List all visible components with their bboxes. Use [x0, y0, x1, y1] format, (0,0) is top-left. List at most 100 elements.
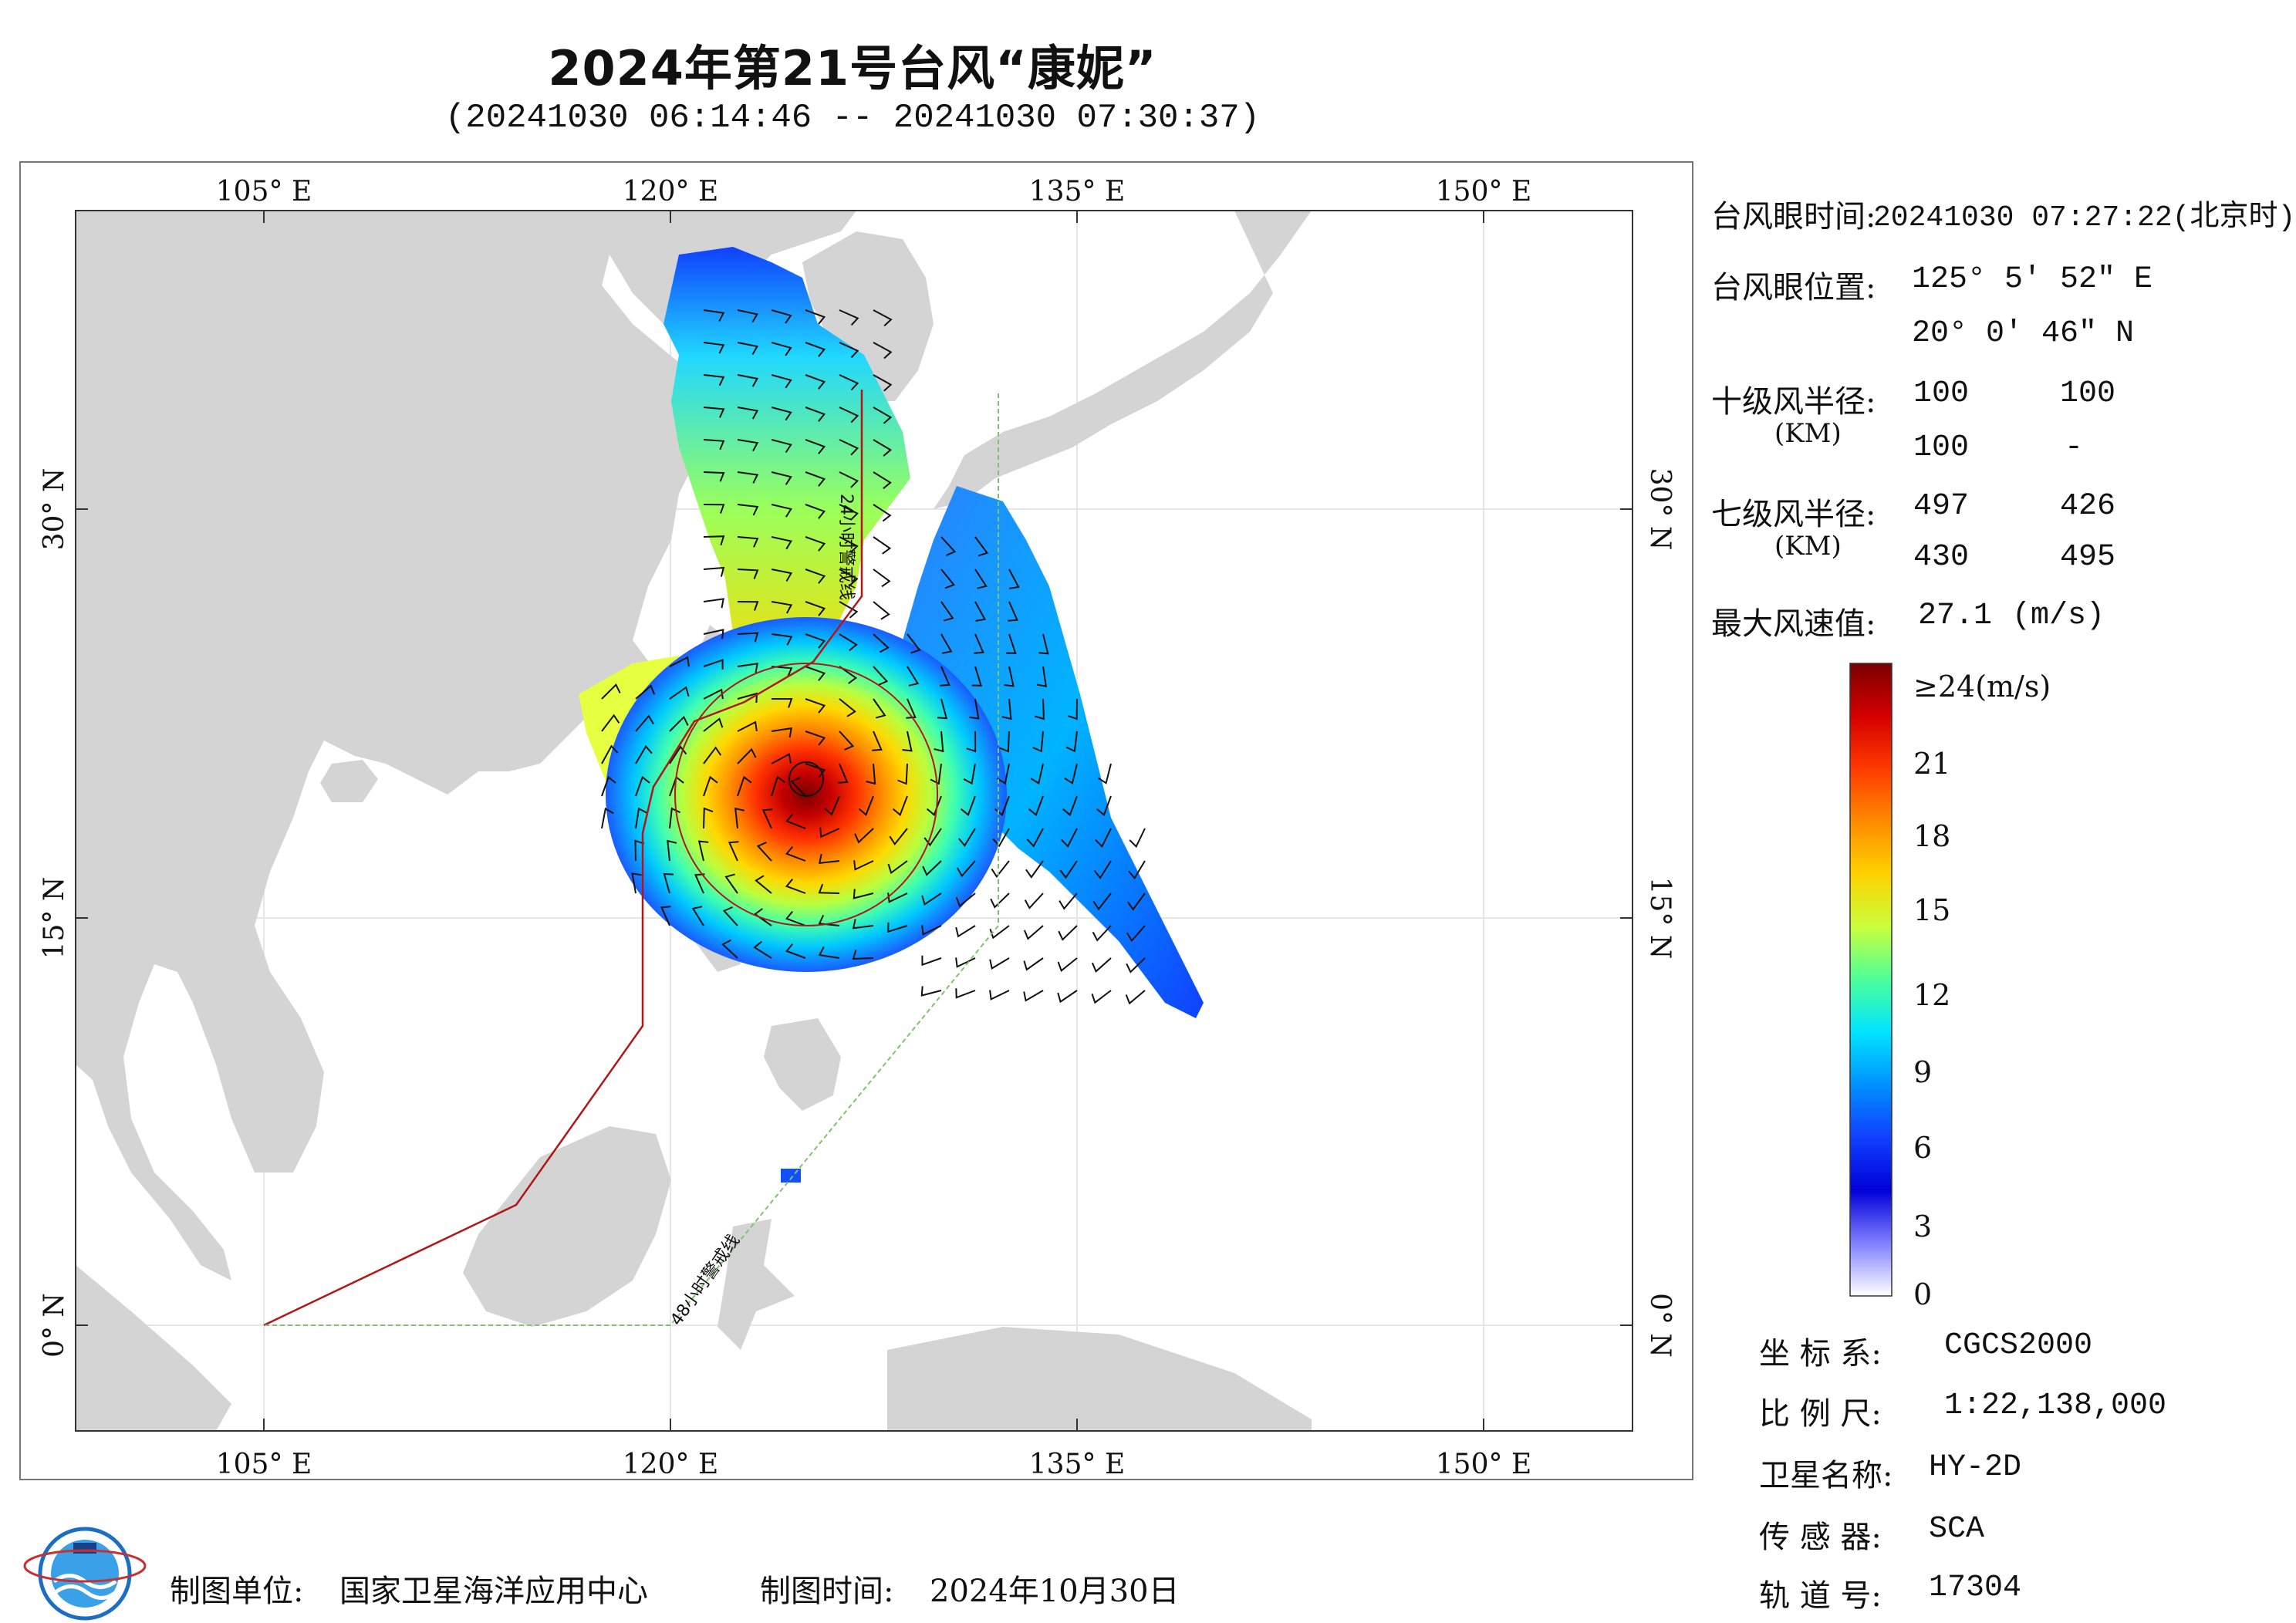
wind-barb: [838, 763, 849, 784]
wind-barb: [703, 775, 718, 797]
longitude-labels: 105° E 120° E 135° E 150° E 105° E 120° …: [216, 176, 1531, 1480]
colorbar-label: ≥24(m/s): [1913, 670, 2051, 704]
wind-barb: [839, 504, 859, 521]
wind-barb: [697, 840, 709, 862]
wind-barb: [963, 763, 976, 785]
top-lon-label: 120° E: [623, 176, 718, 208]
colorbar-label: 0: [1913, 1277, 1933, 1311]
wind-barb: [1024, 892, 1044, 909]
wind-barb: [974, 633, 984, 654]
wind-barb: [1004, 666, 1015, 687]
wind-barb: [940, 569, 956, 589]
wind-barb: [734, 807, 745, 829]
wind-barb: [873, 633, 890, 653]
colorbar-label: 6: [1913, 1131, 1933, 1165]
wind-barb: [771, 471, 792, 485]
wind-barb: [756, 842, 772, 862]
wind-barb: [1036, 666, 1047, 687]
wind-barb: [667, 839, 677, 862]
wind-speed-colorbar: [1849, 663, 1893, 1297]
wind-barb: [771, 727, 792, 738]
scale-label: 比 例 尺:: [1759, 1396, 1882, 1432]
wind-barb: [873, 569, 891, 588]
24h-warning-line: [263, 390, 863, 1327]
wind-barb: [771, 439, 792, 454]
wind-barb: [818, 914, 840, 926]
wind-barb: [785, 878, 806, 894]
wind-barb: [703, 688, 724, 700]
r10-sw: 100: [1913, 430, 1970, 465]
wind-barb: [974, 536, 989, 557]
wind-barb: [805, 633, 826, 649]
wind-barb: [921, 955, 942, 967]
wind-barb: [839, 471, 859, 488]
wind-barb: [1032, 731, 1044, 753]
wind-barb: [771, 342, 792, 356]
wind-barb: [663, 872, 674, 894]
wind-barb: [635, 744, 653, 764]
wind-barb: [631, 872, 642, 894]
wind-barb: [805, 601, 826, 616]
eye-lon: 125° 5′ 52″ E: [1912, 262, 2153, 297]
wind-barb: [873, 504, 892, 522]
wind-barb: [971, 666, 982, 687]
wind-barb: [703, 309, 725, 322]
wind-barb: [703, 342, 725, 354]
mindanao-island: [764, 1018, 841, 1111]
wind-barb: [853, 889, 874, 899]
wind-barb: [703, 535, 725, 545]
sensor-label: 传 感 器:: [1759, 1520, 1882, 1555]
wind-field-north: [663, 247, 910, 687]
wind-barb: [805, 569, 826, 584]
wind-barb: [839, 601, 859, 619]
typhoon-eye: [788, 761, 824, 797]
wind-barb: [771, 309, 792, 324]
wind-barb: [771, 633, 793, 646]
48h-warning-line: [264, 393, 999, 1326]
wind-barb: [866, 763, 876, 785]
sumatra-island: [76, 1265, 231, 1431]
wind-barb: [1023, 957, 1044, 971]
asia-mainland: [76, 211, 856, 1281]
satellite-value: HY-2D: [1929, 1450, 2022, 1485]
wind-barb: [1058, 925, 1078, 941]
wind-barb: [771, 374, 792, 389]
wind-barb: [907, 666, 920, 687]
wind-barb: [753, 940, 772, 959]
max-wind-unit: (m/s): [2012, 599, 2105, 633]
nsoas-logo: [23, 1527, 147, 1621]
wind-field-east: [903, 486, 1204, 1018]
wind-barb: [940, 601, 954, 622]
wind-barb: [771, 407, 792, 421]
wind-barb: [635, 684, 656, 700]
wind-barb: [955, 957, 976, 968]
wind-barb: [989, 957, 1010, 970]
wind-barb: [887, 860, 908, 875]
time-range-subtitle: (20241030 06:14:46 -- 20241030 07:30:37): [444, 99, 1261, 137]
wind-barb: [873, 536, 892, 555]
wind-barb: [996, 763, 1010, 785]
wind-barb: [737, 569, 759, 579]
wind-barb: [721, 939, 738, 959]
wind-barb: [1097, 763, 1112, 785]
wind-barb: [635, 807, 648, 829]
wind-barb: [805, 666, 826, 681]
wind-barb: [852, 919, 874, 930]
wind-barb: [1065, 731, 1078, 753]
wind-barb: [635, 714, 654, 732]
wind-barb: [805, 731, 826, 746]
wind-barb: [1091, 957, 1112, 973]
date-label: 制图时间:: [760, 1574, 894, 1609]
wind-barb: [737, 775, 752, 797]
bottom-lon-label: 120° E: [623, 1449, 718, 1480]
wind-barb: [601, 775, 616, 797]
wind-barb: [805, 471, 826, 487]
satellite-label: 卫星名称:: [1759, 1458, 1893, 1493]
wind-barb: [1059, 860, 1078, 879]
wind-barb: [969, 698, 980, 720]
wind-barb: [897, 763, 908, 785]
wind-barb: [805, 504, 826, 519]
maker-value: 国家卫星海洋应用中心: [339, 1574, 648, 1609]
wind-barb: [669, 656, 690, 667]
